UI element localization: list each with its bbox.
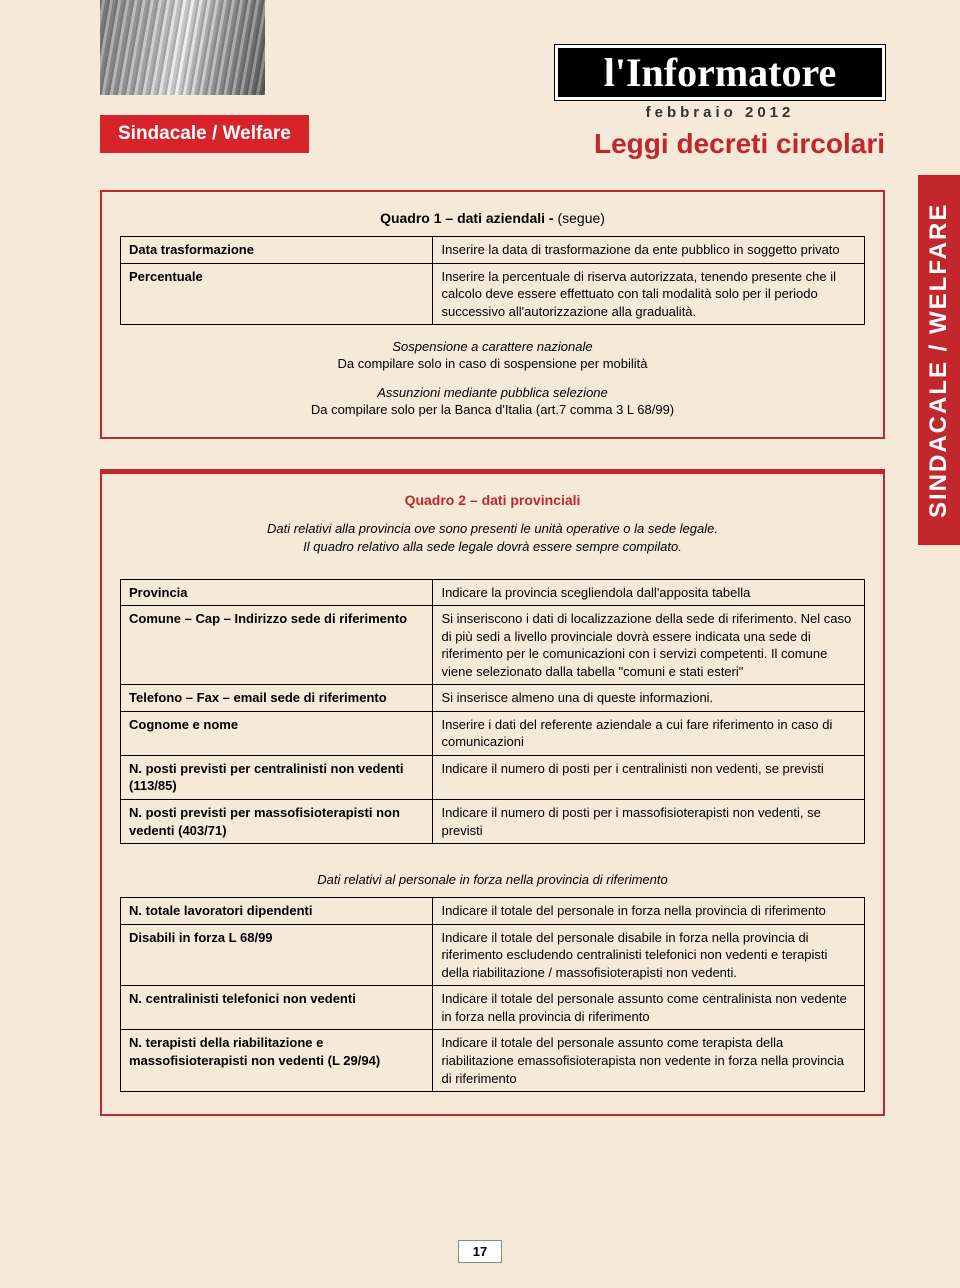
quadro1-sub2-text: Da compilare solo per la Banca d'Italia … xyxy=(120,402,865,417)
table-row: N. posti previsti per centralinisti non … xyxy=(121,755,865,799)
table-row: Disabili in forza L 68/99Indicare il tot… xyxy=(121,924,865,986)
cell-label: Disabili in forza L 68/99 xyxy=(121,924,433,986)
table-row: ProvinciaIndicare la provincia scegliend… xyxy=(121,579,865,606)
table-row: Comune – Cap – Indirizzo sede di riferim… xyxy=(121,606,865,685)
quadro1-sub2-head: Assunzioni mediante pubblica selezione xyxy=(120,385,865,400)
table-row: N. totale lavoratori dipendentiIndicare … xyxy=(121,898,865,925)
quadro1-sub1-head: Sospensione a carattere nazionale xyxy=(120,339,865,354)
cell-desc: Indicare il totale del personale disabil… xyxy=(433,924,865,986)
cell-label: N. centralinisti telefonici non vedenti xyxy=(121,986,433,1030)
table-row: Percentuale Inserire la percentuale di r… xyxy=(121,263,865,325)
cell-label: Cognome e nome xyxy=(121,711,433,755)
table-row: N. posti previsti per massofisioterapist… xyxy=(121,800,865,844)
issue-date: febbraio 2012 xyxy=(555,104,885,121)
cell-desc: Indicare il totale del personale in forz… xyxy=(433,898,865,925)
quadro1-title-rest: (segue) xyxy=(557,210,604,226)
cell-label: Data trasformazione xyxy=(121,237,433,264)
cell-desc: Indicare il totale del personale assunto… xyxy=(433,986,865,1030)
publication-logo: l'Informatore xyxy=(555,45,885,100)
main-title: Leggi decreti circolari xyxy=(500,128,885,160)
quadro2-intro-line1: Dati relativi alla provincia ove sono pr… xyxy=(267,521,718,536)
page-number-container: 17 xyxy=(0,1240,960,1263)
cell-label: N. terapisti della riabilitazione e mass… xyxy=(121,1030,433,1092)
quadro2-section2-head: Dati relativi al personale in forza nell… xyxy=(120,872,865,887)
quadro1-box: Quadro 1 – dati aziendali - (segue) Data… xyxy=(100,190,885,439)
document-page: Sindacale / Welfare l'Informatore febbra… xyxy=(0,0,960,1288)
quadro1-title: Quadro 1 – dati aziendali - (segue) xyxy=(120,210,865,226)
quadro2-intro: Dati relativi alla provincia ove sono pr… xyxy=(120,520,865,556)
vertical-section-tab: SINDACALE / WELFARE xyxy=(918,175,960,545)
cell-label: N. posti previsti per centralinisti non … xyxy=(121,755,433,799)
table-row: Cognome e nomeInserire i dati del refere… xyxy=(121,711,865,755)
cell-desc: Inserire la data di trasformazione da en… xyxy=(433,237,865,264)
quadro2-title: Quadro 2 – dati provinciali xyxy=(120,492,865,508)
cell-desc: Inserire i dati del referente aziendale … xyxy=(433,711,865,755)
table-row: Telefono – Fax – email sede di riferimen… xyxy=(121,685,865,712)
table-row: N. centralinisti telefonici non vedentiI… xyxy=(121,986,865,1030)
quadro1-title-bold: Quadro 1 – dati aziendali - xyxy=(380,210,557,226)
cell-label: Provincia xyxy=(121,579,433,606)
quadro1-sub1-text: Da compilare solo in caso di sospensione… xyxy=(120,356,865,371)
cell-desc: Indicare il totale del personale assunto… xyxy=(433,1030,865,1092)
cell-desc: Si inserisce almeno una di queste inform… xyxy=(433,685,865,712)
quadro2-intro-line2: Il quadro relativo alla sede legale dovr… xyxy=(303,539,682,554)
cell-label: N. posti previsti per massofisioterapist… xyxy=(121,800,433,844)
cell-desc: Indicare il numero di posti per i massof… xyxy=(433,800,865,844)
quadro2-table1: ProvinciaIndicare la provincia scegliend… xyxy=(120,579,865,845)
cell-label: Percentuale xyxy=(121,263,433,325)
header-image xyxy=(100,0,265,95)
cell-desc: Indicare il numero di posti per i centra… xyxy=(433,755,865,799)
content-area: Quadro 1 – dati aziendali - (segue) Data… xyxy=(100,190,885,1116)
cell-desc: Si inseriscono i dati di localizzazione … xyxy=(433,606,865,685)
table-row: N. terapisti della riabilitazione e mass… xyxy=(121,1030,865,1092)
cell-label: N. totale lavoratori dipendenti xyxy=(121,898,433,925)
quadro1-table: Data trasformazione Inserire la data di … xyxy=(120,236,865,325)
page-number: 17 xyxy=(458,1240,502,1263)
table-row: Data trasformazione Inserire la data di … xyxy=(121,237,865,264)
quadro2-table2: N. totale lavoratori dipendentiIndicare … xyxy=(120,897,865,1092)
cell-label: Comune – Cap – Indirizzo sede di riferim… xyxy=(121,606,433,685)
cell-desc: Inserire la percentuale di riserva autor… xyxy=(433,263,865,325)
cell-desc: Indicare la provincia scegliendola dall'… xyxy=(433,579,865,606)
cell-label: Telefono – Fax – email sede di riferimen… xyxy=(121,685,433,712)
section-tab: Sindacale / Welfare xyxy=(100,115,309,153)
quadro2-box: Quadro 2 – dati provinciali Dati relativ… xyxy=(100,469,885,1116)
